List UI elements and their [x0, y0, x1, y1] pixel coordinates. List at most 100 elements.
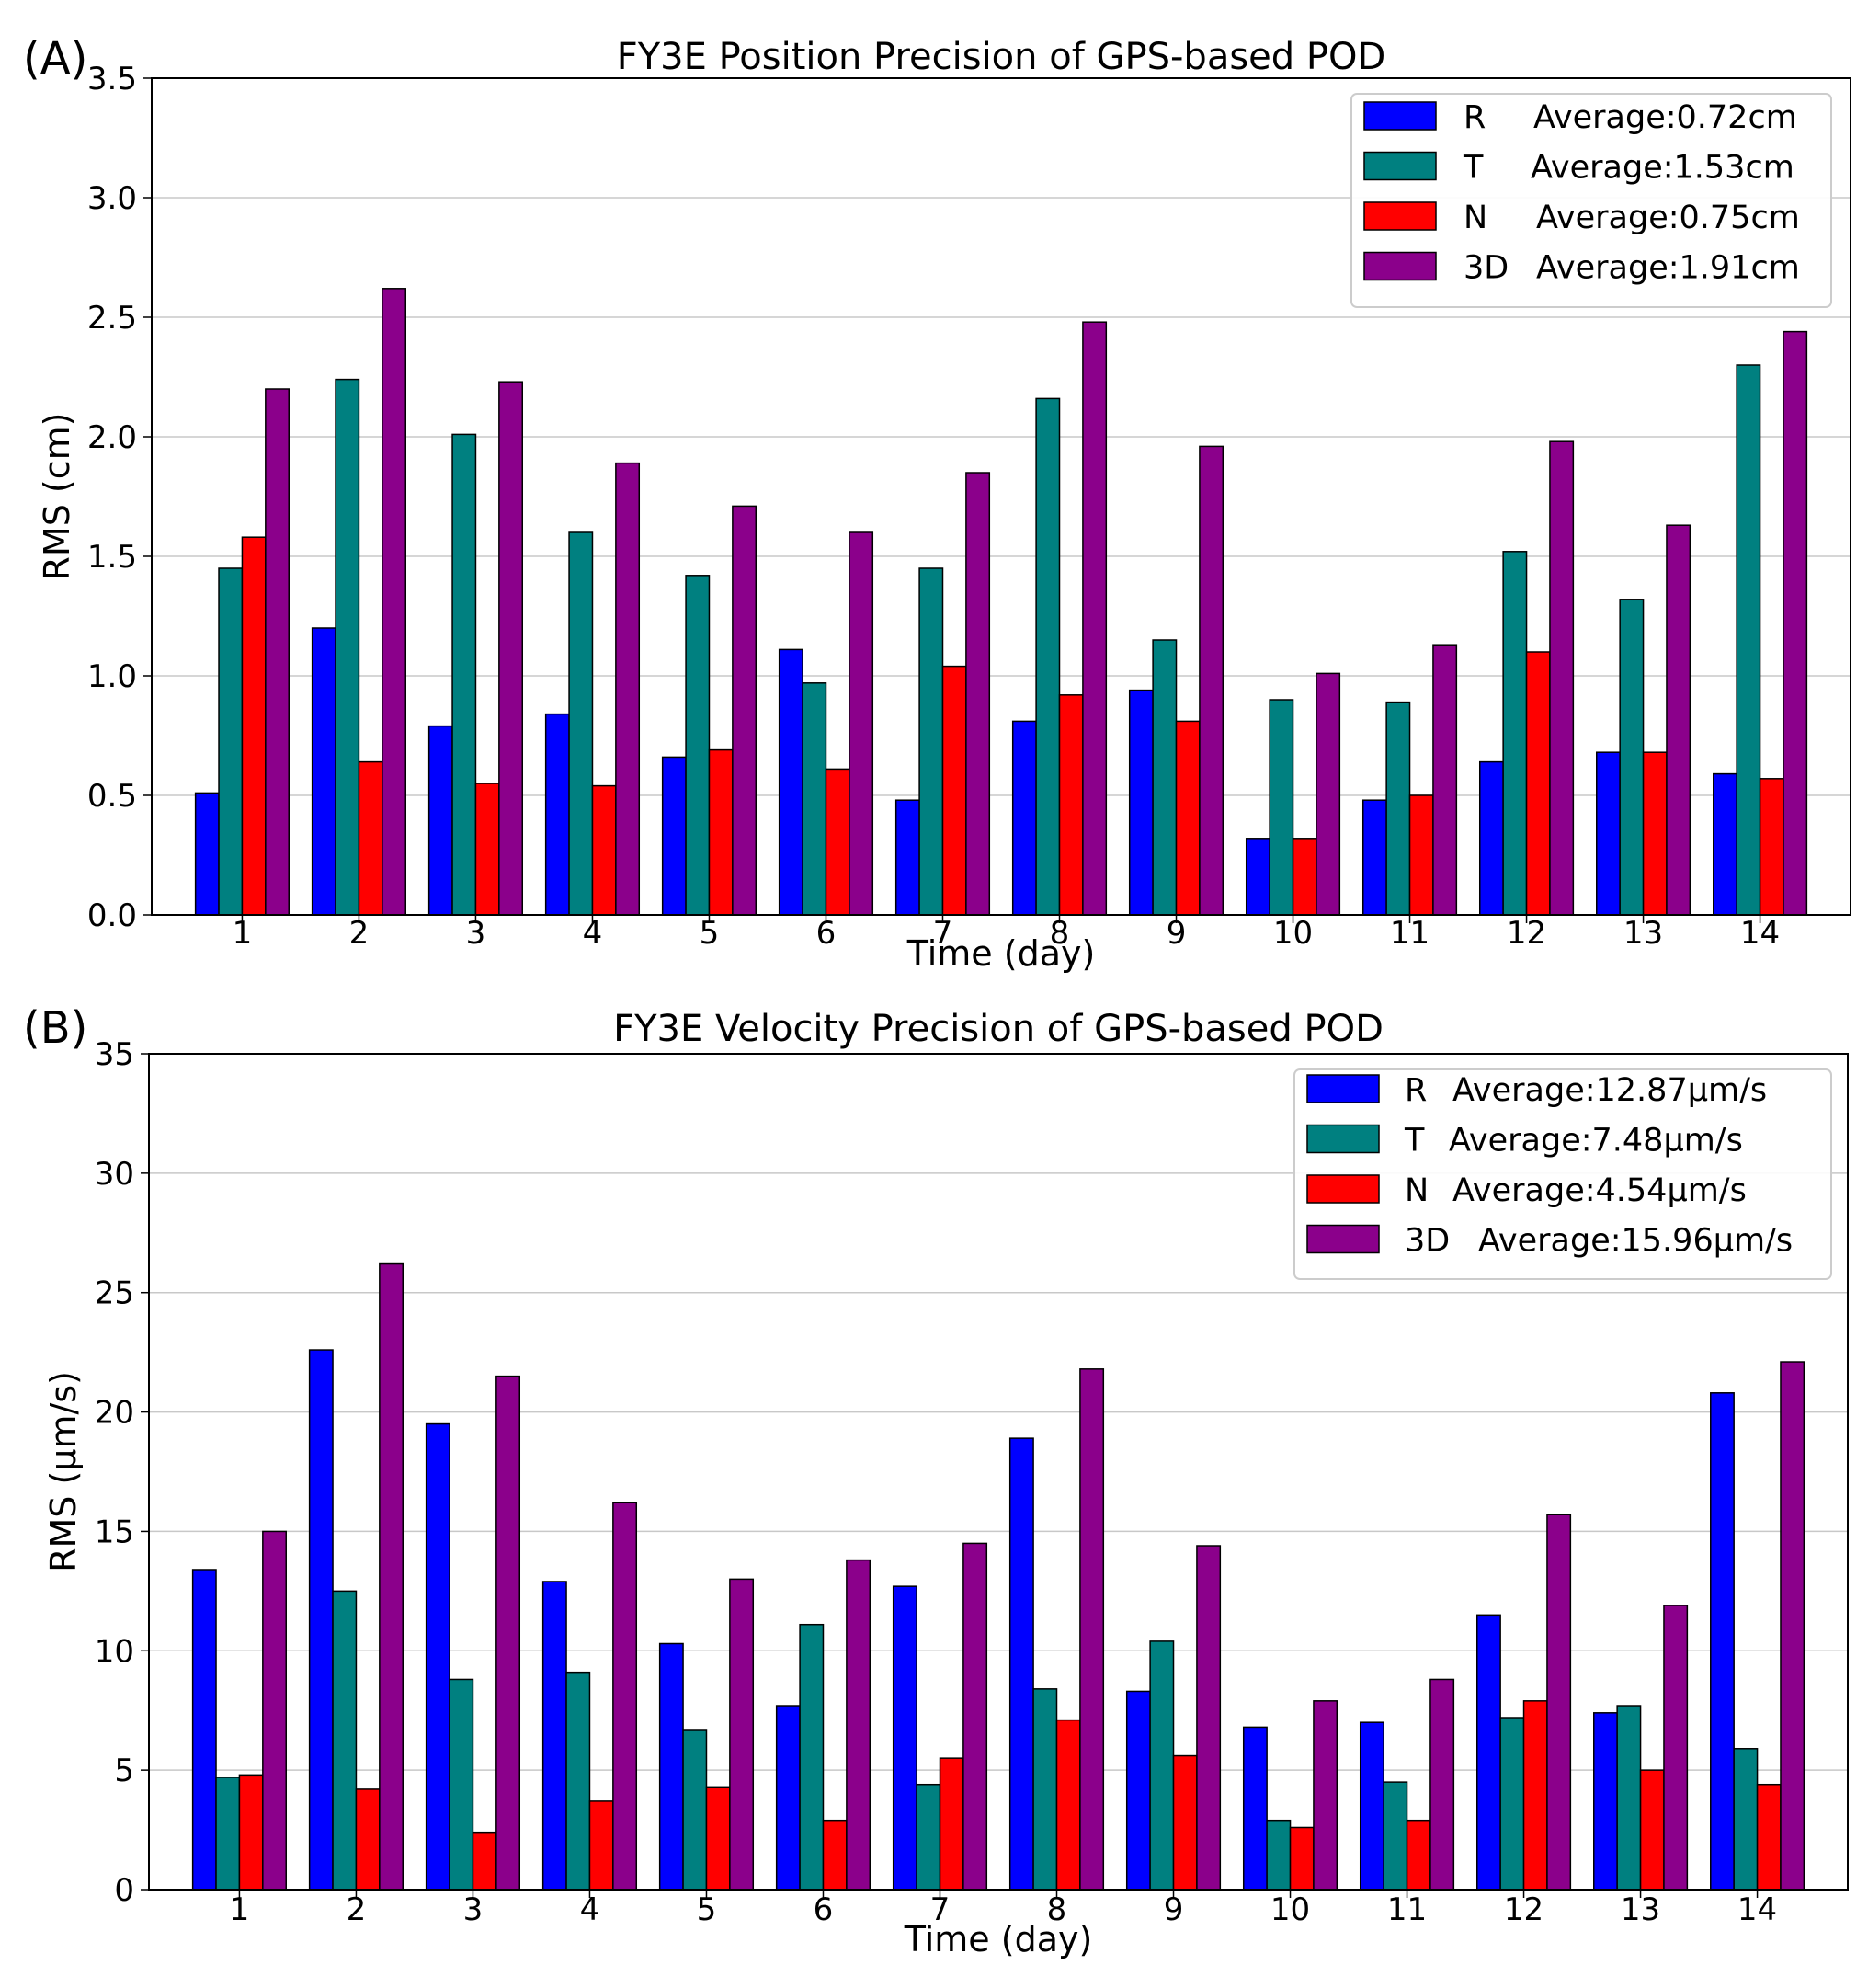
- bar-t-day-11: [1385, 701, 1411, 916]
- x-tick-label: 6: [814, 1891, 834, 1928]
- legend-box: [1293, 1068, 1832, 1280]
- bar-r-day-6: [775, 1705, 801, 1891]
- bar-3d-day-10: [1313, 1700, 1338, 1891]
- legend-average-label: Average:4.54μm/s: [1452, 1172, 1747, 1209]
- bar-t-day-2: [332, 1590, 358, 1891]
- legend-average-label: Average:0.72cm: [1533, 99, 1797, 136]
- x-tick-label: 9: [1167, 915, 1187, 952]
- plot-frame: [151, 77, 1851, 916]
- bar-t-day-3: [451, 433, 477, 916]
- bar-r-day-14: [1713, 772, 1737, 916]
- x-tick-label: 11: [1387, 1891, 1427, 1928]
- bar-3d-day-12: [1549, 440, 1575, 916]
- x-tick-label: 8: [1047, 1891, 1067, 1928]
- legend-series-name: 3D: [1405, 1223, 1450, 1260]
- bar-r-day-7: [894, 799, 920, 916]
- y-tick-label: 1.0: [87, 658, 137, 695]
- bar-n-day-4: [591, 784, 617, 916]
- y-tick-label: 1.5: [87, 539, 137, 576]
- bar-n-day-10: [1292, 838, 1317, 916]
- x-axis-label: Time (day): [904, 1919, 1093, 1959]
- bar-t-day-14: [1733, 1748, 1759, 1891]
- bar-n-day-11: [1406, 1819, 1431, 1891]
- bar-r-day-1: [194, 792, 220, 916]
- bar-r-day-9: [1128, 689, 1154, 916]
- bar-3d-day-7: [962, 1542, 988, 1891]
- legend-average-label: Average:0.75cm: [1536, 200, 1800, 236]
- bar-3d-day-4: [612, 1502, 638, 1891]
- bar-n-day-4: [588, 1800, 614, 1891]
- legend-swatch-t: [1363, 151, 1437, 181]
- chart-a: 0.00.51.01.52.02.53.03.51 2 3 4 5 6 7 8 9 10 11 12 1…: [23, 33, 1851, 974]
- bar-t-day-1: [218, 567, 244, 916]
- legend-average-label: Average:12.87μm/s: [1452, 1072, 1767, 1109]
- bar-3d-day-9: [1196, 1545, 1222, 1891]
- bar-t-day-2: [335, 378, 360, 916]
- bar-n-day-1: [238, 1774, 264, 1891]
- bar-3d-day-2: [382, 288, 406, 916]
- bar-n-day-7: [941, 665, 967, 916]
- bar-t-day-13: [1619, 599, 1645, 916]
- y-tick-label: 0: [114, 1872, 134, 1909]
- bar-t-day-1: [215, 1777, 241, 1891]
- bar-3d-day-5: [729, 1578, 755, 1891]
- bar-t-day-10: [1269, 699, 1294, 916]
- bar-t-day-8: [1032, 1688, 1058, 1891]
- y-axis-label: RMS (cm): [37, 413, 77, 581]
- bar-3d-day-11: [1429, 1678, 1455, 1891]
- y-tick-label: 0.0: [87, 897, 137, 934]
- x-tick-label: 6: [816, 915, 837, 952]
- bar-n-day-8: [1055, 1719, 1081, 1891]
- bar-t-day-11: [1383, 1781, 1408, 1891]
- legend-average-label: Average:1.91cm: [1536, 250, 1800, 287]
- bar-n-day-9: [1172, 1754, 1198, 1891]
- bar-3d-day-2: [379, 1262, 404, 1891]
- bar-n-day-14: [1759, 778, 1784, 916]
- bar-n-day-12: [1522, 1700, 1548, 1891]
- bar-r-day-11: [1361, 799, 1387, 916]
- x-tick-label: 7: [933, 915, 953, 952]
- bar-3d-day-9: [1199, 445, 1224, 916]
- y-tick-label: 20: [95, 1395, 134, 1432]
- bar-3d-day-8: [1079, 1368, 1105, 1891]
- bar-r-day-2: [308, 1349, 334, 1891]
- legend-average-label: Average:1.53cm: [1531, 150, 1794, 187]
- y-tick-label: 0.5: [87, 778, 137, 815]
- bar-n-day-3: [472, 1831, 497, 1891]
- bar-n-day-5: [705, 1786, 731, 1891]
- bar-t-day-5: [682, 1729, 708, 1891]
- bar-n-day-7: [939, 1757, 964, 1891]
- x-tick-label: 4: [580, 1891, 600, 1928]
- bar-r-day-9: [1125, 1690, 1151, 1891]
- legend-series-name: R: [1464, 99, 1486, 136]
- y-tick-label: 25: [95, 1275, 134, 1312]
- bar-r-day-1: [191, 1569, 217, 1891]
- legend-box: [1350, 93, 1832, 308]
- y-tick-label: 10: [95, 1633, 134, 1670]
- bar-n-day-6: [822, 1819, 848, 1891]
- bar-t-day-12: [1502, 551, 1528, 916]
- x-tick-label: 5: [697, 1891, 717, 1928]
- bar-n-day-1: [241, 536, 267, 916]
- bar-r-day-11: [1359, 1721, 1384, 1891]
- bar-3d-day-14: [1783, 330, 1808, 916]
- bar-3d-day-7: [965, 472, 991, 916]
- legend-series-name: T: [1404, 1123, 1425, 1160]
- legend-swatch-n: [1363, 201, 1437, 231]
- x-axis-label: Time (day): [906, 933, 1096, 974]
- bar-r-day-10: [1242, 1726, 1268, 1891]
- x-tick-label: 1: [230, 1891, 250, 1928]
- bar-r-day-5: [661, 756, 687, 916]
- bar-n-day-2: [358, 760, 383, 916]
- bar-r-day-8: [1011, 720, 1037, 916]
- y-tick-label: 35: [95, 1036, 134, 1073]
- bar-t-day-5: [685, 575, 711, 916]
- x-tick-label: 3: [463, 1891, 484, 1928]
- bar-3d-day-3: [498, 381, 524, 916]
- bar-r-day-12: [1475, 1614, 1501, 1891]
- bar-r-day-12: [1478, 760, 1504, 916]
- bar-3d-day-14: [1780, 1361, 1805, 1891]
- legend-average-label: Average:15.96μm/s: [1478, 1223, 1793, 1260]
- x-tick-label: 2: [349, 915, 370, 952]
